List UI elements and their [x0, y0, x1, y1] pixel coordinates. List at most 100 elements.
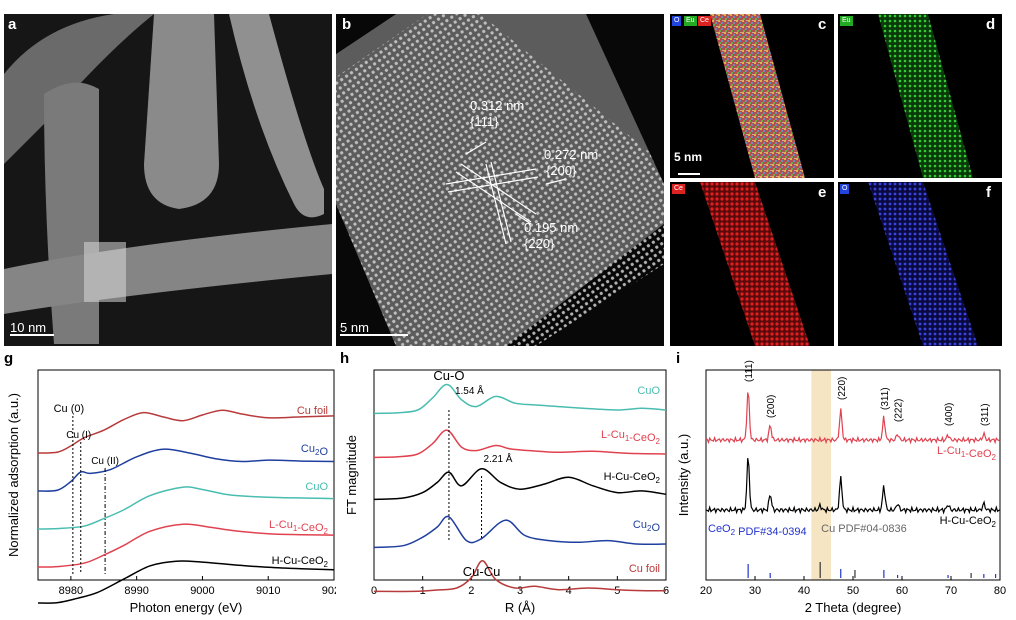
peak-index-label: (311) — [980, 403, 991, 426]
panel-a-stem-image: a 10 nm — [4, 14, 332, 346]
series-line — [373, 429, 667, 459]
x-tick-label: 9000 — [190, 585, 214, 597]
edge-label: Cu (0) — [54, 403, 85, 415]
panel-label: h — [340, 350, 350, 367]
series-label: Cu foil — [297, 405, 328, 417]
peak-value: 2.21 Å — [484, 452, 513, 465]
series-label: CuO — [305, 481, 328, 493]
panel-c-eds-overlay: c O Eu Ce 5 nm — [670, 14, 834, 178]
element-tag-o: O — [840, 184, 850, 194]
panel-label: a — [8, 16, 17, 33]
panel-label: f — [986, 184, 991, 201]
x-tick-label: 8990 — [124, 585, 148, 597]
x-tick-label: 60 — [896, 585, 908, 597]
series-line — [705, 392, 1001, 445]
series-label: H-Cu-CeO2 — [604, 471, 661, 485]
series-label: Cu foil — [629, 563, 660, 575]
eds-overlay-map — [678, 14, 805, 178]
series-line — [37, 486, 335, 530]
element-tag-ce: Ce — [698, 16, 711, 26]
x-tick-label: 30 — [749, 585, 761, 597]
panel-label: c — [818, 16, 827, 33]
d-spacing-value: 0.272 nm — [544, 147, 599, 162]
d-spacing-annotation: 0.312 nm {111} — [470, 98, 524, 130]
plane-index: {111} — [470, 114, 499, 129]
series-line — [373, 515, 667, 549]
x-axis-label: Photon energy (eV) — [130, 600, 243, 615]
y-axis-label: Normalized adsorption (a.u.) — [6, 393, 21, 557]
axes: 20 30 40 50 60 70 80 2 Theta (degree) Intensity … — [676, 369, 1006, 615]
x-tick-label: 5 — [614, 585, 620, 597]
series-line — [705, 458, 1001, 515]
x-tick-label: 9020 — [322, 585, 336, 597]
plane-index: {220} — [524, 236, 555, 251]
x-axis-label: R (Å) — [505, 600, 535, 615]
d-spacing-annotation: 0.195 nm {220} — [524, 220, 578, 252]
series-line — [37, 448, 335, 492]
element-tag-eu: Eu — [840, 16, 853, 26]
x-tick-label: 20 — [700, 585, 712, 597]
x-axis-label: 2 Theta (degree) — [805, 600, 902, 615]
panel-d-eds-eu: d Eu — [838, 14, 1002, 178]
y-axis-label: Intensity (a.u.) — [676, 434, 691, 516]
nanorod-image — [4, 14, 332, 346]
series-label: H-Cu-CeO2 — [940, 515, 997, 529]
plane-index: {200} — [546, 163, 577, 178]
peak-index-label: (400) — [944, 403, 955, 426]
axes: 8980 8990 9000 9010 9020 Photon energy (eV) No… — [6, 369, 336, 615]
scale-bar-label: 10 nm — [10, 320, 47, 335]
reference-label: Cu PDF#04-0836 — [821, 523, 907, 535]
ce-map — [700, 182, 810, 346]
x-tick-label: 50 — [847, 585, 859, 597]
eu-map — [878, 14, 973, 178]
peak-index-label: (311) — [880, 387, 891, 410]
highlight-band — [811, 370, 831, 580]
x-tick-label: 80 — [994, 585, 1006, 597]
x-tick-label: 3 — [517, 585, 523, 597]
plot-frame — [705, 369, 1001, 581]
series-line — [37, 409, 335, 454]
panel-b-hrstem-image: b 0.312 nm {111} 0.272 nm {200} 0.195 nm… — [336, 14, 664, 346]
panel-label: e — [818, 184, 827, 201]
x-tick-label: 40 — [798, 585, 810, 597]
peak-label: Cu-O — [433, 368, 464, 383]
x-tick-label: 4 — [566, 585, 572, 597]
series-label: L-Cu1-CeO2 — [937, 445, 997, 462]
series-line — [373, 560, 667, 593]
exafs-chart: 0 1 2 3 4 5 6R (Å)FT magnitudeCuOL-Cu1-CeO2H-C… — [344, 368, 669, 615]
lattice-image — [336, 14, 664, 346]
panel-e-eds-ce: e Ce — [670, 182, 834, 346]
plot-frame — [37, 369, 335, 581]
series-line — [37, 560, 335, 604]
series-line — [37, 523, 335, 568]
series-label: L-Cu1-CeO2 — [601, 429, 661, 446]
d-spacing-value: 0.312 nm — [470, 98, 525, 113]
peak-index-label: (222) — [894, 399, 905, 422]
x-tick-label: 2 — [468, 585, 474, 597]
edge-label: Cu (II) — [91, 456, 119, 467]
xanes-chart: 8980 8990 9000 9010 9020 Photon energy (eV) No… — [6, 369, 336, 615]
reference-label: CeO2 PDF#34-0394 — [708, 523, 807, 538]
series-label: L-Cu1-CeO2 — [269, 519, 329, 536]
peak-index-label: (200) — [766, 395, 777, 418]
y-axis-label: FT magnitude — [344, 435, 359, 515]
edge-label: Cu (I) — [66, 430, 91, 441]
series-label: CuO — [637, 385, 660, 397]
peak-index-label: (220) — [837, 377, 848, 400]
axes: 0 1 2 3 4 5 6R (Å)FT magnitude — [344, 369, 669, 615]
panel-label: i — [676, 350, 681, 367]
series-label: Cu2O — [301, 443, 329, 458]
peak-label: Cu-Cu — [463, 564, 501, 579]
element-tag-o: O — [672, 16, 682, 26]
element-tag-eu: Eu — [684, 16, 697, 26]
series-line — [373, 383, 667, 415]
scale-bar-label: 5 nm — [340, 320, 369, 335]
scale-bar-label: 5 nm — [674, 150, 703, 164]
panel-label: d — [986, 16, 996, 33]
panel-f-eds-o: f O — [838, 182, 1002, 346]
panel-label: g — [4, 350, 14, 367]
element-tag-ce: Ce — [672, 184, 685, 194]
x-tick-label: 9010 — [256, 585, 280, 597]
o-map — [868, 182, 978, 346]
d-spacing-value: 0.195 nm — [524, 220, 579, 235]
